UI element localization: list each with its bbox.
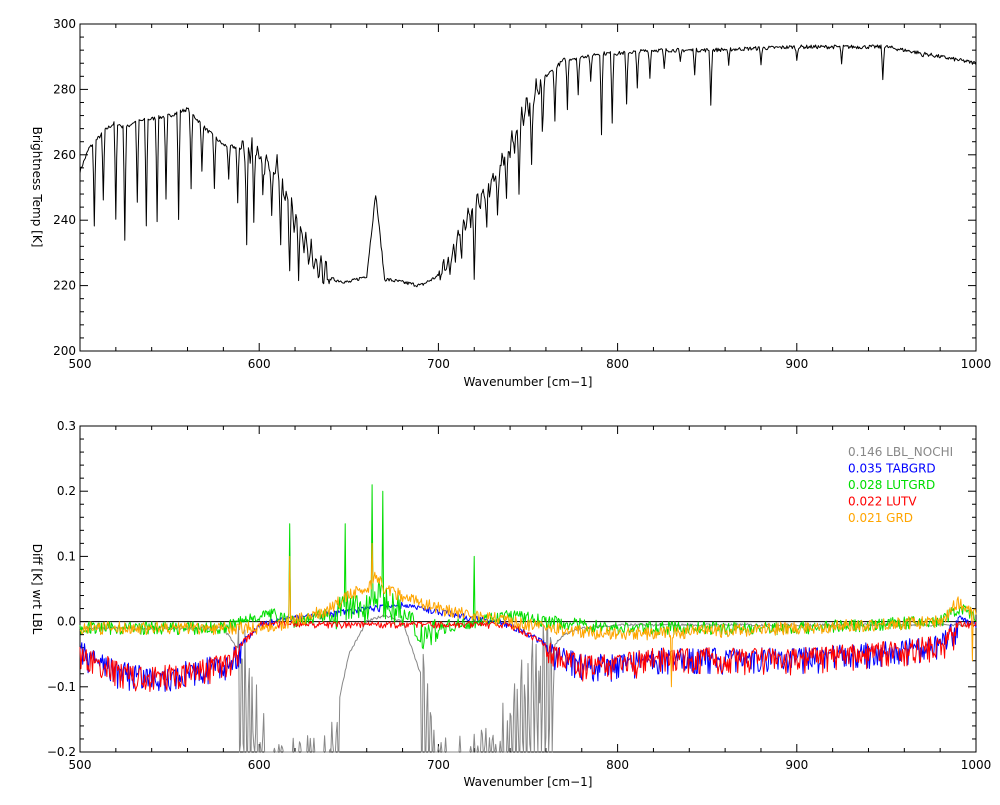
series-line <box>79 614 977 753</box>
legend-entry: 0.035 TABGRD <box>848 462 936 476</box>
series-line <box>79 484 977 650</box>
series-group <box>79 44 977 288</box>
x-tick-label: 1000 <box>961 357 992 371</box>
x-tick-label: 700 <box>427 357 450 371</box>
x-tick-label: 800 <box>606 357 629 371</box>
y-axis-label: Brightness Temp [K] <box>30 127 44 248</box>
brightness-temp-panel: 500 600 700 800 900 1000 200 220 240 260 280 300 Wa… <box>30 17 991 389</box>
x-axis-label: Wavenumber [cm−1] <box>464 775 593 789</box>
x-tick-label: 700 <box>427 758 450 772</box>
y-tick-label: 240 <box>53 213 76 227</box>
series-line <box>79 621 977 692</box>
legend-entry: 0.028 LUTGRD <box>848 478 935 492</box>
y-tick-label: 280 <box>53 82 76 96</box>
series-line <box>79 44 977 288</box>
x-tick-label: 800 <box>606 758 629 772</box>
x-tick-label: 500 <box>69 357 92 371</box>
y-tick-label: 260 <box>53 148 76 162</box>
legend-entry: 0.021 GRD <box>848 511 913 525</box>
series-line <box>79 542 977 688</box>
y-tick-label: 0.1 <box>57 549 76 563</box>
y-tick-label: 300 <box>53 17 76 31</box>
x-axis-label: Wavenumber [cm−1] <box>464 375 593 389</box>
x-tick-label: 500 <box>69 758 92 772</box>
y-tick-label: −0.1 <box>47 680 76 694</box>
legend: 0.146 LBL_NOCHI 0.035 TABGRD 0.028 LUTGRD 0… <box>848 445 953 525</box>
y-tick-label: 0.0 <box>57 615 76 629</box>
x-tick-label: 600 <box>248 758 271 772</box>
x-tick-label: 600 <box>248 357 271 371</box>
y-tick-label: 0.2 <box>57 484 76 498</box>
axis-ticks: 500 600 700 800 900 1000 200 220 240 260 280 300 <box>53 17 991 371</box>
y-tick-label: 200 <box>53 344 76 358</box>
legend-entry: 0.022 LUTV <box>848 495 917 509</box>
y-tick-label: 220 <box>53 279 76 293</box>
y-tick-label: −0.2 <box>47 745 76 759</box>
x-tick-label: 900 <box>785 758 808 772</box>
difference-panel: 500 600 700 800 900 1000−0.2−0.10.00.10.20.3 … <box>30 419 991 789</box>
y-tick-label: 0.3 <box>57 419 76 433</box>
plot-frame <box>79 425 977 753</box>
series-group <box>79 484 977 753</box>
legend-entry: 0.146 LBL_NOCHI <box>848 445 953 459</box>
x-tick-label: 900 <box>785 357 808 371</box>
x-tick-label: 1000 <box>961 758 992 772</box>
plot-frame <box>79 23 977 352</box>
y-axis-label: Diff [K] wrt LBL <box>30 544 44 635</box>
